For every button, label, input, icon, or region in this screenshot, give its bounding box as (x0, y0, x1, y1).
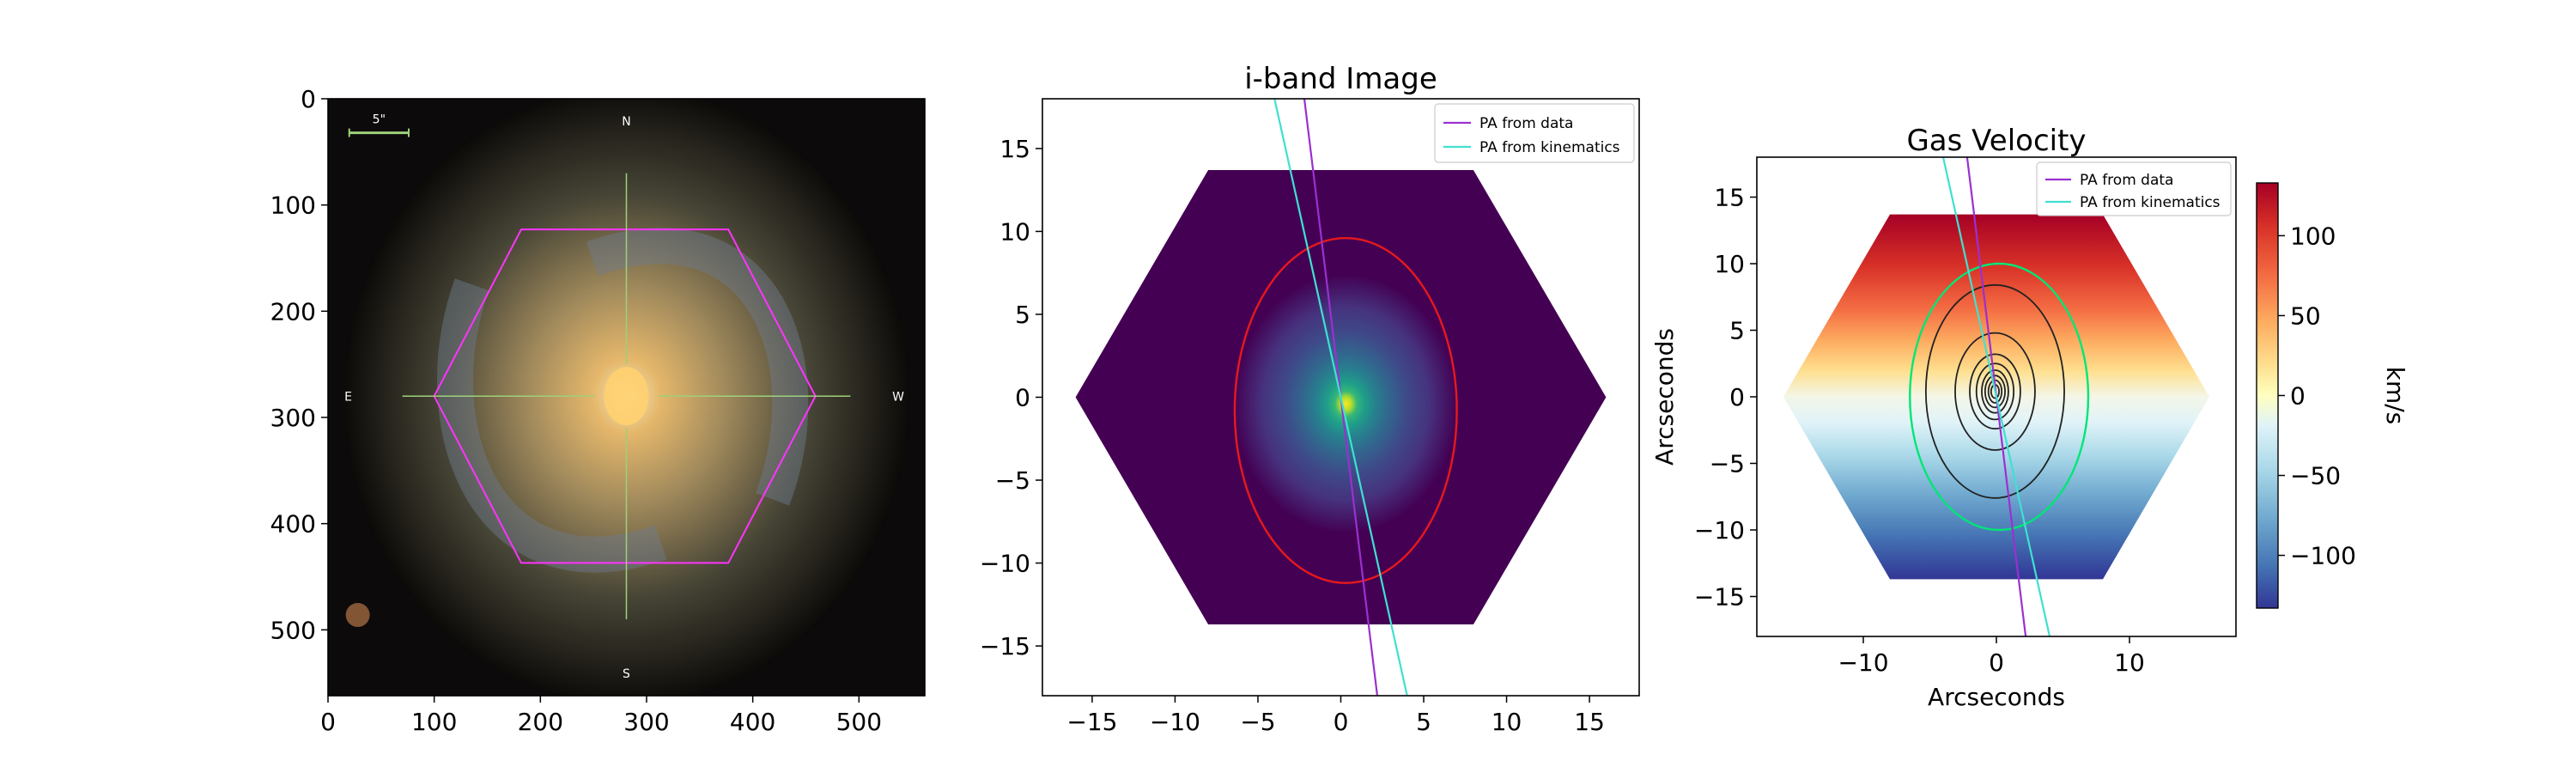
x-tick-label: 200 (518, 708, 563, 736)
y-tick-label: 500 (270, 616, 316, 644)
scalebar-label: 5" (373, 113, 386, 126)
plot-frame (327, 98, 926, 697)
x-tick-label: −5 (1240, 708, 1275, 736)
compass-west: W (892, 390, 904, 404)
x-tick-label: 0 (1334, 708, 1349, 736)
y-tick-label: −5 (1710, 450, 1745, 478)
colorbar-tick-label: 100 (2290, 222, 2336, 250)
flux-contour (1924, 283, 2065, 499)
legend: PA from data PA from kinematics (1434, 103, 1635, 163)
colorbar-label: km/s (2381, 367, 2409, 425)
x-tick-label: −10 (1150, 708, 1200, 736)
y-tick-label: 0 (1729, 383, 1745, 411)
flux-contour (1969, 353, 2021, 430)
pa-line (1273, 99, 1408, 696)
y-tick-label: 10 (1714, 250, 1745, 278)
x-axis-title: Arcseconds (1928, 683, 2065, 711)
y-tick-label: 15 (999, 135, 1030, 163)
y-tick-label: 5 (1015, 301, 1030, 329)
y-tick-label: 200 (270, 297, 316, 326)
panel-title: Gas Velocity (1906, 124, 2086, 158)
galaxy-bulge (604, 367, 649, 426)
plot-area (1757, 157, 2236, 636)
y-tick-label: −10 (1694, 516, 1745, 545)
x-tick-label: 500 (836, 708, 882, 736)
pa-line (1941, 157, 2051, 636)
flux-contour (1981, 369, 2009, 414)
x-tick-label: 300 (623, 708, 669, 736)
compass-east: E (344, 390, 352, 404)
x-tick-label: −15 (1066, 708, 1117, 736)
colorbar-bar (2256, 182, 2279, 609)
y-tick-label: 0 (301, 85, 316, 113)
iband-emission (1234, 275, 1458, 533)
x-tick-label: 100 (411, 708, 457, 736)
flux-contour (1975, 362, 2015, 421)
y-tick-label: −15 (1694, 583, 1745, 612)
panel-title: i-band Image (1244, 62, 1437, 96)
legend-label: PA from kinematics (2080, 194, 2221, 211)
flux-contour (1984, 374, 2006, 409)
iband-image-panel: PA from data PA from kinematics i-band Ima… (980, 62, 1640, 736)
x-tick-label: 15 (1574, 708, 1605, 736)
y-tick-label: −15 (980, 632, 1030, 660)
y-tick-label: 300 (270, 404, 316, 432)
x-tick-label: 400 (730, 708, 775, 736)
colorbar-tick-label: 50 (2290, 301, 2321, 330)
y-axis-title: Arcseconds (1650, 328, 1679, 466)
foreground-star (345, 603, 370, 628)
y-tick-label: −5 (995, 466, 1030, 495)
x-tick-label: 0 (320, 708, 336, 736)
compass-north: N (622, 115, 630, 129)
gas-velocity-panel: PA from data PA from kinematics Gas Veloci… (1650, 124, 2237, 711)
compass-south: S (623, 667, 630, 681)
legend-box (2036, 161, 2232, 216)
y-tick-label: 0 (1015, 384, 1030, 412)
flux-contour (1954, 332, 2036, 451)
legend-label: PA from data (2080, 172, 2173, 189)
x-tick-label: 0 (1989, 648, 2004, 677)
y-tick-label: 400 (270, 510, 316, 539)
plot-area (1042, 99, 1639, 696)
y-tick-label: 15 (1714, 184, 1745, 212)
y-tick-label: 10 (999, 217, 1030, 246)
sdss-image-panel: N S E W 5" 0 100 200 300 400 500 0 100 200 300 400 500 (270, 85, 926, 736)
isophote-ellipse (1233, 236, 1458, 584)
y-tick-label: −10 (980, 550, 1030, 578)
velocity-colorbar: 100 50 0 −50 −100 km/s (2256, 182, 2409, 609)
x-tick-label: 10 (1492, 708, 1522, 736)
x-tick-label: −10 (1838, 648, 1888, 677)
kinematic-ellipse (1909, 262, 2090, 532)
colorbar-tick-label: −100 (2290, 542, 2356, 570)
y-tick-label: 100 (270, 192, 316, 220)
legend-box (1434, 103, 1635, 163)
spiral-arm (586, 228, 809, 506)
image-area: N S E W 5" (328, 99, 925, 696)
legend-label: PA from data (1479, 115, 1573, 132)
x-tick-label: 5 (1416, 708, 1431, 736)
colorbar-tick-label: −50 (2290, 462, 2341, 490)
x-tick-label: 10 (2114, 648, 2145, 677)
y-tick-label: 5 (1729, 317, 1745, 345)
colorbar-tick-label: 0 (2290, 382, 2306, 411)
legend: PA from data PA from kinematics (2036, 161, 2232, 216)
legend-label: PA from kinematics (1479, 139, 1620, 156)
